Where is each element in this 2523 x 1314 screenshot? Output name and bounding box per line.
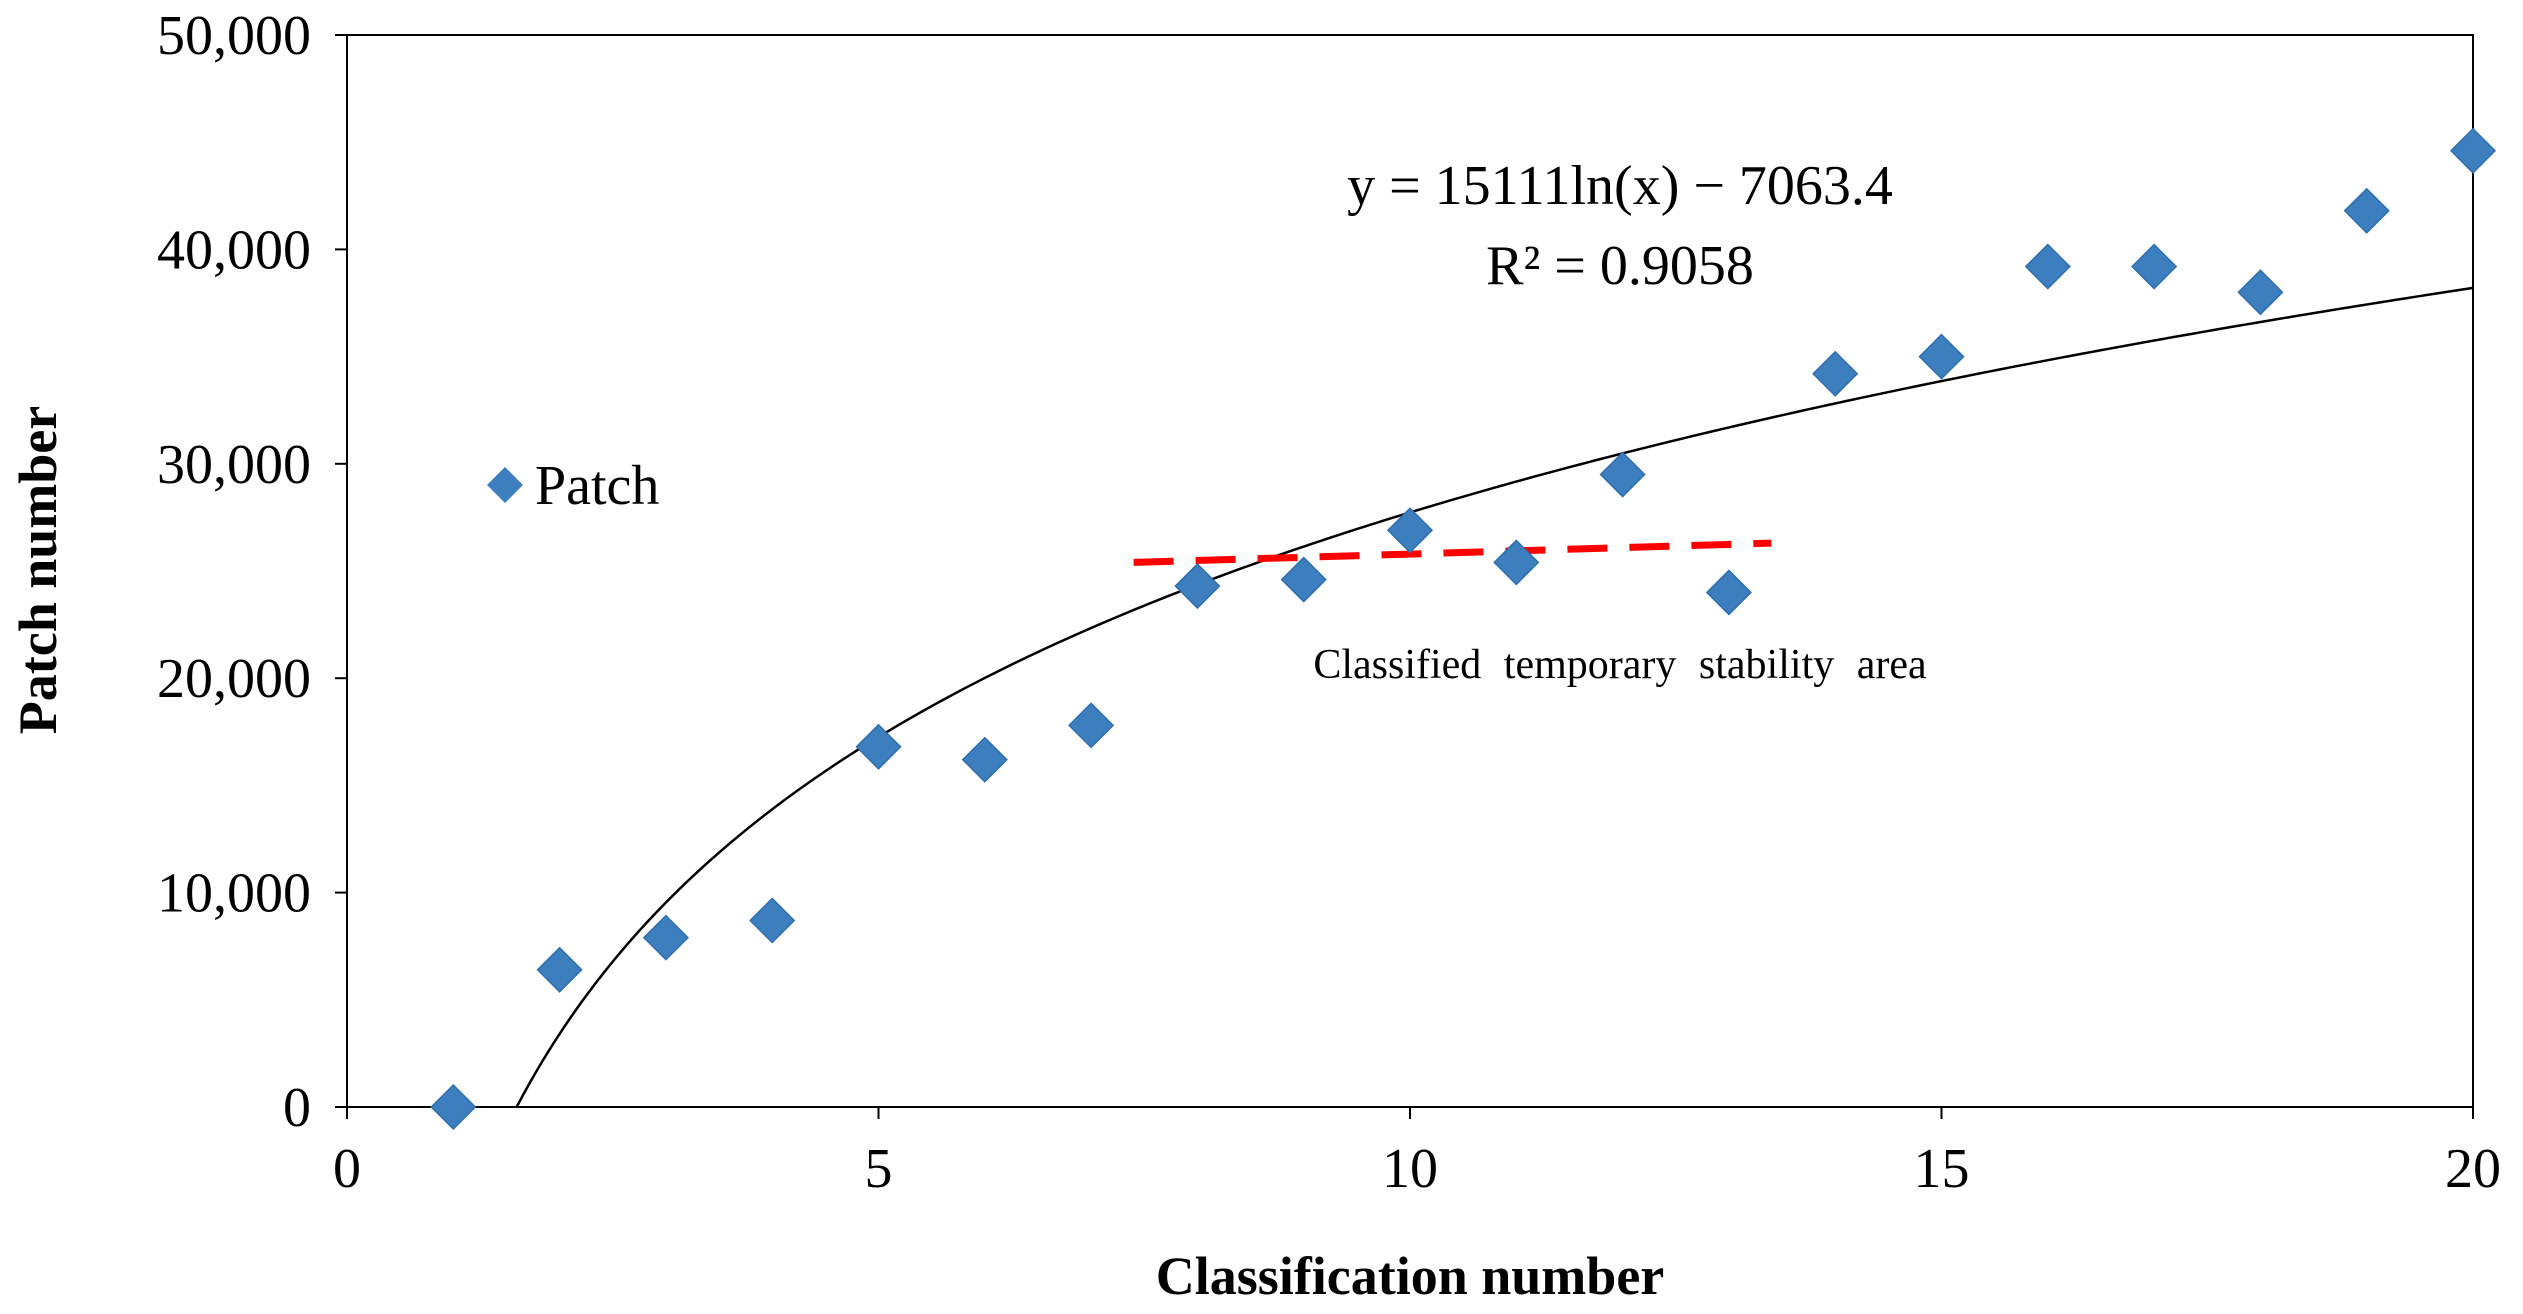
y-tick-label: 0 [283, 1077, 311, 1139]
data-point [1918, 333, 1965, 380]
data-point [961, 736, 1008, 783]
data-point [1599, 451, 1646, 498]
x-tick-label: 15 [1914, 1138, 1970, 1200]
data-point [430, 1083, 477, 1131]
legend: Patch [487, 455, 659, 517]
data-point [1705, 569, 1752, 616]
data-point [1280, 556, 1327, 603]
x-axis: 0 5 10 15 20 [333, 1107, 2501, 1200]
data-point [1493, 539, 1540, 586]
x-tick-label: 0 [333, 1138, 361, 1200]
trendline-equation: y = 15111ln(x) − 7063.4 [1347, 155, 1893, 217]
y-tick-label: 30,000 [157, 434, 311, 496]
y-tick-label: 10,000 [157, 863, 311, 925]
log-trendline [515, 286, 2474, 1108]
data-point [2131, 243, 2178, 290]
trendline-r-squared: R² = 0.9058 [1486, 235, 1754, 297]
y-tick-label: 20,000 [157, 648, 311, 710]
y-axis: 0 10,000 20,000 30,000 40,000 50,000 [157, 5, 347, 1139]
data-point [642, 914, 689, 961]
data-point [855, 723, 902, 770]
x-tick-label: 5 [865, 1138, 893, 1200]
stability-annotation: Classified temporary stability area [1313, 642, 1927, 688]
y-tick-label: 40,000 [157, 219, 311, 281]
data-point [1068, 702, 1115, 749]
x-tick-label: 20 [2445, 1138, 2501, 1200]
legend-diamond-icon [487, 467, 523, 503]
data-point [2237, 269, 2284, 316]
y-tick-label: 50,000 [157, 5, 311, 67]
data-point [2024, 243, 2071, 290]
data-point [1812, 350, 1859, 397]
x-axis-title: Classification number [1156, 1246, 1665, 1306]
data-point [749, 897, 796, 944]
data-point [2449, 127, 2497, 174]
stability-line [1133, 539, 1772, 566]
data-point [536, 946, 583, 993]
data-points [430, 127, 2497, 1131]
data-point [1386, 507, 1434, 554]
x-tick-label: 10 [1382, 1138, 1438, 1200]
data-point [1174, 562, 1221, 610]
data-point [2343, 187, 2390, 234]
legend-label: Patch [535, 455, 659, 517]
y-axis-title: Patch number [8, 406, 68, 734]
